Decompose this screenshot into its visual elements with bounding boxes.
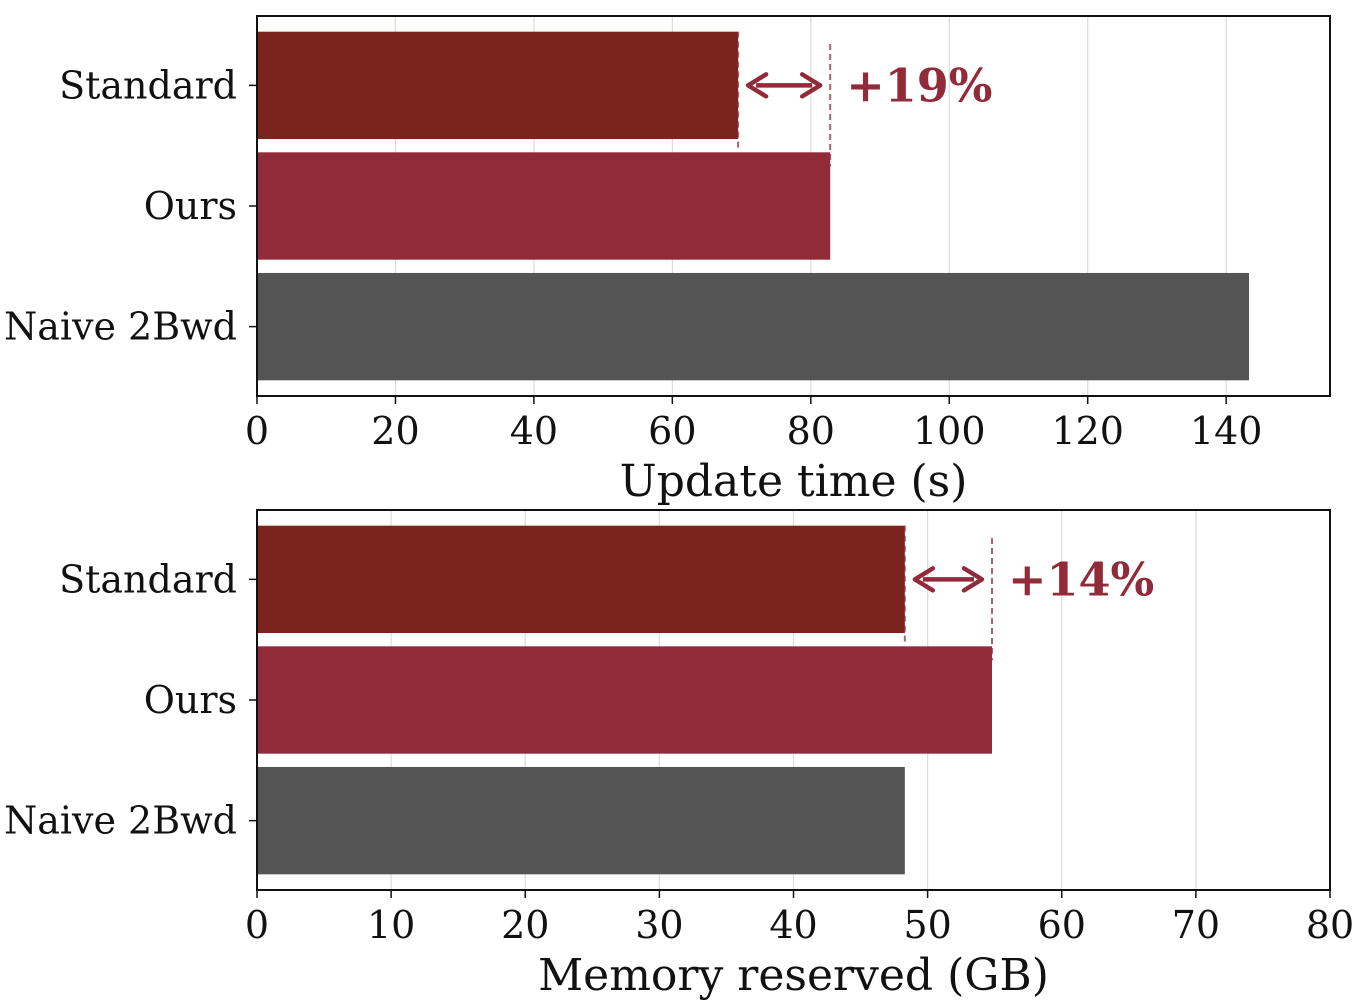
- bar-standard: [257, 31, 739, 140]
- category-label: Ours: [144, 678, 237, 722]
- annotation-arrowhead-right: [961, 566, 985, 593]
- x-tick-label: 80: [1306, 903, 1354, 947]
- bar-standard: [257, 525, 905, 634]
- bar-ours: [257, 152, 831, 260]
- x-tick-label: 100: [913, 409, 986, 453]
- plot-frame: [256, 509, 1331, 891]
- x-tick-label: 70: [1172, 903, 1220, 947]
- x-tick-label: 120: [1051, 409, 1124, 453]
- category-label: Naive 2Bwd: [4, 799, 237, 843]
- category-label: Ours: [144, 184, 237, 228]
- annotation-arrowhead-left: [745, 72, 769, 99]
- x-tick-label: 0: [245, 903, 269, 947]
- x-tick-label: 20: [501, 903, 549, 947]
- x-tick-label: 140: [1190, 409, 1263, 453]
- x-tick-label: 60: [1038, 903, 1086, 947]
- category-label: Standard: [59, 63, 237, 107]
- annotation-arrowhead-right: [799, 72, 823, 99]
- x-axis-label: Memory reserved (GB): [538, 950, 1049, 1001]
- category-label: Standard: [59, 557, 237, 601]
- annotation-arrowhead-left: [912, 566, 936, 593]
- update-time-chart: Standard Ours Naive 2Bwd 0 20 40 60 80 100 120 140…: [4, 15, 1331, 507]
- x-tick-label: 40: [510, 409, 558, 453]
- x-axis-label: Update time (s): [620, 456, 968, 507]
- x-tick-label: 20: [371, 409, 419, 453]
- x-tick-label: 0: [245, 409, 269, 453]
- x-tick-label: 40: [769, 903, 817, 947]
- x-tick-label: 80: [787, 409, 835, 453]
- plot-frame: [256, 15, 1331, 397]
- bar-naive-2bwd: [257, 272, 1250, 381]
- x-tick-label: 60: [648, 409, 696, 453]
- annotation-label: +14%: [1008, 552, 1154, 606]
- x-tick-label: 50: [903, 903, 951, 947]
- annotation-label: +19%: [846, 58, 992, 112]
- bar-naive-2bwd: [257, 766, 905, 875]
- x-tick-label: 10: [367, 903, 415, 947]
- category-label: Naive 2Bwd: [4, 305, 237, 349]
- x-tick-label: 30: [635, 903, 683, 947]
- bar-ours: [257, 646, 993, 754]
- memory-reserved-chart: Standard Ours Naive 2Bwd 0 10 20 30 40 50 60 70 80 M…: [4, 509, 1354, 1001]
